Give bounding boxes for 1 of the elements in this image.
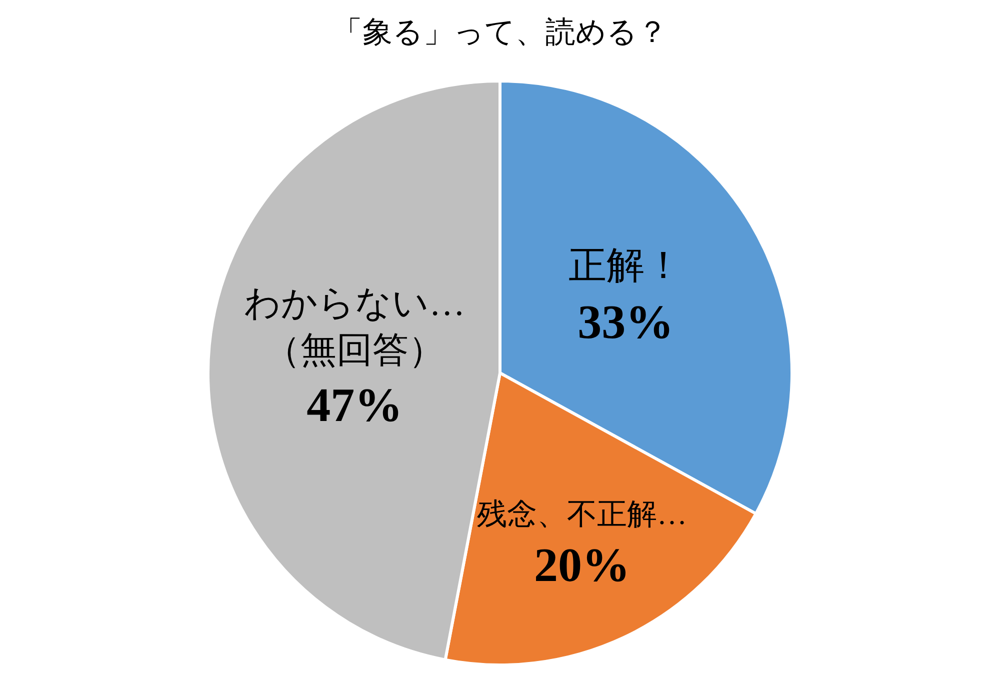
title: 「象る」って、読める？ (332, 16, 668, 49)
